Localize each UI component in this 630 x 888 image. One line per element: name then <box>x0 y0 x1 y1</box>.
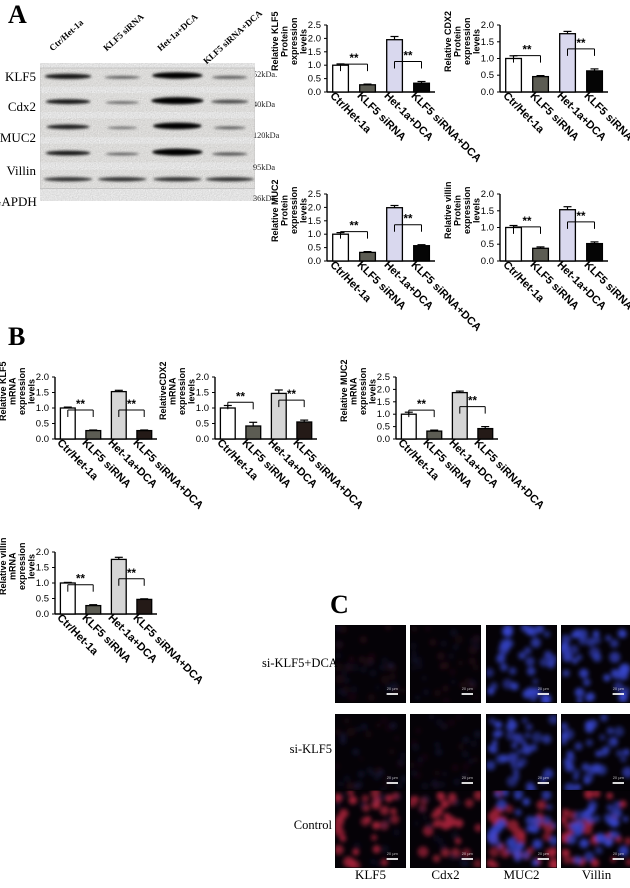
svg-text:**: ** <box>417 399 426 411</box>
svg-text:1.5: 1.5 <box>377 397 390 408</box>
svg-text:2.0: 2.0 <box>481 189 494 200</box>
svg-text:**: ** <box>127 399 136 411</box>
svg-text:1.0: 1.0 <box>36 578 49 589</box>
svg-text:20 µm: 20 µm <box>387 686 399 691</box>
svg-text:**: ** <box>577 38 586 50</box>
svg-text:**: ** <box>350 221 359 233</box>
svg-text:0.0: 0.0 <box>36 609 49 620</box>
svg-text:**: ** <box>523 45 532 57</box>
svg-text:0.5: 0.5 <box>36 419 49 430</box>
svg-text:20 µm: 20 µm <box>613 851 625 856</box>
svg-text:0.0: 0.0 <box>308 256 321 267</box>
svg-text:**: ** <box>404 51 413 63</box>
svg-text:2.5: 2.5 <box>308 189 321 200</box>
svg-text:2.0: 2.0 <box>36 372 49 383</box>
svg-text:2.0: 2.0 <box>481 20 494 31</box>
svg-text:0.5: 0.5 <box>36 594 49 605</box>
svg-text:**: ** <box>236 391 245 403</box>
svg-text:0.0: 0.0 <box>481 87 494 98</box>
svg-text:0.5: 0.5 <box>308 243 321 254</box>
svg-text:0.0: 0.0 <box>36 434 49 445</box>
svg-text:1.5: 1.5 <box>36 388 49 399</box>
svg-text:**: ** <box>287 389 296 401</box>
svg-text:2.0: 2.0 <box>308 202 321 213</box>
svg-text:**: ** <box>577 211 586 223</box>
svg-text:0.0: 0.0 <box>377 434 390 445</box>
svg-text:20 µm: 20 µm <box>538 775 550 780</box>
svg-text:20 µm: 20 µm <box>462 686 474 691</box>
svg-text:1.0: 1.0 <box>36 403 49 414</box>
svg-text:2.0: 2.0 <box>308 33 321 44</box>
svg-text:1.0: 1.0 <box>481 54 494 65</box>
svg-text:20 µm: 20 µm <box>462 775 474 780</box>
svg-text:2.0: 2.0 <box>36 547 49 558</box>
svg-text:20 µm: 20 µm <box>538 686 550 691</box>
svg-text:1.5: 1.5 <box>36 563 49 574</box>
svg-text:1.0: 1.0 <box>377 409 390 420</box>
svg-text:20 µm: 20 µm <box>462 851 474 856</box>
svg-text:2.0: 2.0 <box>196 372 209 383</box>
svg-text:20 µm: 20 µm <box>538 851 550 856</box>
svg-text:2.0: 2.0 <box>377 384 390 395</box>
svg-text:1.0: 1.0 <box>308 60 321 71</box>
svg-text:2.5: 2.5 <box>377 372 390 383</box>
svg-text:1.5: 1.5 <box>196 388 209 399</box>
svg-text:1.0: 1.0 <box>481 223 494 234</box>
svg-text:20 µm: 20 µm <box>387 775 399 780</box>
svg-text:0.5: 0.5 <box>481 70 494 81</box>
svg-text:1.0: 1.0 <box>308 229 321 240</box>
svg-text:20 µm: 20 µm <box>613 686 625 691</box>
svg-text:20 µm: 20 µm <box>613 775 625 780</box>
svg-text:**: ** <box>523 216 532 228</box>
svg-text:**: ** <box>468 396 477 408</box>
svg-text:1.0: 1.0 <box>196 403 209 414</box>
svg-text:**: ** <box>76 399 85 411</box>
svg-text:1.5: 1.5 <box>481 37 494 48</box>
svg-text:**: ** <box>350 53 359 65</box>
svg-text:**: ** <box>76 574 85 586</box>
svg-text:0.0: 0.0 <box>196 434 209 445</box>
svg-text:1.5: 1.5 <box>308 216 321 227</box>
svg-text:1.5: 1.5 <box>481 206 494 217</box>
svg-text:**: ** <box>404 214 413 226</box>
svg-text:0.5: 0.5 <box>481 239 494 250</box>
svg-text:**: ** <box>127 568 136 580</box>
svg-text:2.5: 2.5 <box>308 20 321 31</box>
svg-text:1.5: 1.5 <box>308 47 321 58</box>
svg-text:0.5: 0.5 <box>308 74 321 85</box>
svg-text:0.5: 0.5 <box>377 422 390 433</box>
svg-text:0.0: 0.0 <box>481 256 494 267</box>
svg-text:0.5: 0.5 <box>196 419 209 430</box>
svg-text:20 µm: 20 µm <box>387 851 399 856</box>
svg-text:0.0: 0.0 <box>308 87 321 98</box>
